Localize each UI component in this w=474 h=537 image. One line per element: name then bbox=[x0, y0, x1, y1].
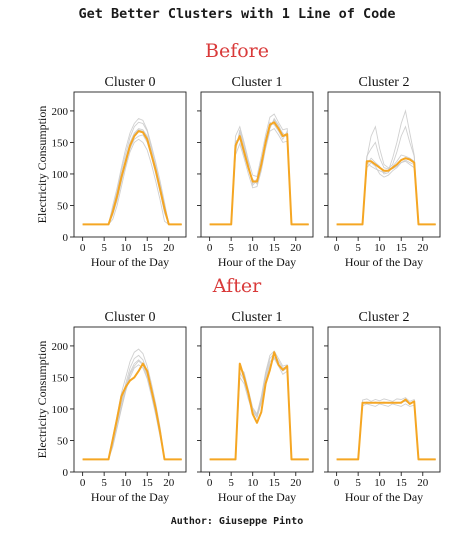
x-tick-label: 15 bbox=[142, 242, 154, 254]
subplot-title: Cluster 1 bbox=[232, 310, 283, 325]
mean-series-line bbox=[336, 398, 436, 461]
member-series-line bbox=[209, 350, 309, 460]
plot-frame bbox=[327, 91, 441, 238]
author-credit: Author: Giuseppe Pinto bbox=[170, 516, 304, 527]
subplot-title: Cluster 2 bbox=[359, 75, 410, 90]
plot-frame bbox=[73, 326, 187, 473]
x-tick-label: 5 bbox=[355, 242, 361, 254]
x-tick-label: 20 bbox=[417, 477, 429, 489]
x-tick-label: 15 bbox=[396, 242, 408, 254]
x-tick-label: 5 bbox=[355, 477, 361, 489]
y-tick-label: 0 bbox=[63, 467, 69, 479]
x-tick-label: 15 bbox=[269, 477, 281, 489]
member-series-line bbox=[336, 109, 436, 225]
member-series-line bbox=[82, 134, 182, 225]
plot-frame bbox=[327, 326, 441, 473]
after-chart-panel: Electricity Consumption Cluster 0 0 5 10 15 20… bbox=[35, 310, 441, 504]
x-axis-label: Hour of the Day bbox=[345, 490, 423, 504]
y-tick-label: 200 bbox=[52, 106, 69, 118]
figure-title: Get Better Clusters with 1 Line of Code bbox=[78, 6, 396, 22]
member-series-line bbox=[82, 138, 182, 225]
subplot-title: Cluster 0 bbox=[105, 310, 156, 325]
before-chart-panel: Electricity Consumption Cluster 0 0 5 10 15 20… bbox=[35, 75, 441, 269]
x-tick-label: 0 bbox=[80, 242, 86, 254]
x-axis-label: Hour of the Day bbox=[91, 490, 169, 504]
mean-series-line bbox=[336, 157, 436, 226]
y-axis-label: Electricity Consumption bbox=[35, 341, 49, 459]
x-tick-label: 20 bbox=[290, 477, 302, 489]
mean-series-line bbox=[209, 351, 309, 461]
subplot-title: Cluster 1 bbox=[232, 75, 283, 90]
x-tick-label: 0 bbox=[334, 477, 340, 489]
y-tick-label: 150 bbox=[52, 372, 69, 384]
x-tick-label: 5 bbox=[228, 477, 234, 489]
x-tick-label: 20 bbox=[417, 242, 429, 254]
member-series-line bbox=[336, 160, 436, 225]
y-tick-label: 0 bbox=[63, 232, 69, 244]
y-tick-label: 100 bbox=[52, 169, 69, 181]
member-series-line bbox=[209, 128, 309, 225]
y-tick-label: 100 bbox=[52, 404, 69, 416]
x-tick-label: 20 bbox=[290, 242, 302, 254]
x-tick-label: 0 bbox=[207, 242, 213, 254]
plot-frame bbox=[73, 91, 187, 238]
x-axis-label: Hour of the Day bbox=[345, 255, 423, 269]
x-tick-label: 0 bbox=[80, 477, 86, 489]
member-series-line bbox=[82, 360, 182, 460]
member-series-line bbox=[82, 348, 182, 460]
x-axis-label: Hour of the Day bbox=[218, 490, 296, 504]
x-tick-label: 0 bbox=[334, 242, 340, 254]
x-tick-label: 5 bbox=[101, 242, 107, 254]
before-section-title: Before bbox=[204, 40, 269, 62]
y-tick-label: 200 bbox=[52, 341, 69, 353]
member-series-line bbox=[336, 125, 436, 225]
subplot-title: Cluster 2 bbox=[359, 310, 410, 325]
x-tick-label: 10 bbox=[247, 242, 259, 254]
x-axis-label: Hour of the Day bbox=[218, 255, 296, 269]
mean-series-line bbox=[82, 362, 182, 461]
x-tick-label: 10 bbox=[120, 477, 132, 489]
x-tick-label: 5 bbox=[101, 477, 107, 489]
x-tick-label: 15 bbox=[269, 242, 281, 254]
x-tick-label: 15 bbox=[142, 477, 154, 489]
x-tick-label: 10 bbox=[247, 477, 259, 489]
mean-series-line bbox=[82, 130, 182, 226]
member-series-line bbox=[82, 359, 182, 460]
x-tick-label: 10 bbox=[374, 242, 386, 254]
y-tick-label: 150 bbox=[52, 137, 69, 149]
y-axis-label: Electricity Consumption bbox=[35, 106, 49, 224]
member-series-line bbox=[336, 125, 436, 225]
member-series-line bbox=[209, 113, 309, 225]
x-tick-label: 10 bbox=[120, 242, 132, 254]
after-section-title: After bbox=[212, 275, 262, 297]
plot-frame bbox=[200, 326, 314, 473]
mean-series-line bbox=[209, 121, 309, 226]
member-series-line bbox=[336, 400, 436, 460]
member-series-line bbox=[336, 154, 436, 225]
member-series-line bbox=[336, 397, 436, 460]
x-tick-label: 5 bbox=[228, 242, 234, 254]
y-tick-label: 50 bbox=[57, 435, 69, 447]
plot-frame bbox=[200, 91, 314, 238]
member-series-line bbox=[209, 352, 309, 460]
x-tick-label: 0 bbox=[207, 477, 213, 489]
x-axis-label: Hour of the Day bbox=[91, 255, 169, 269]
y-tick-label: 50 bbox=[57, 200, 69, 212]
x-tick-label: 15 bbox=[396, 477, 408, 489]
x-tick-label: 20 bbox=[163, 477, 175, 489]
subplot-title: Cluster 0 bbox=[105, 75, 156, 90]
x-tick-label: 20 bbox=[163, 242, 175, 254]
x-tick-label: 10 bbox=[374, 477, 386, 489]
member-series-line bbox=[336, 403, 436, 460]
member-series-line bbox=[82, 117, 182, 225]
